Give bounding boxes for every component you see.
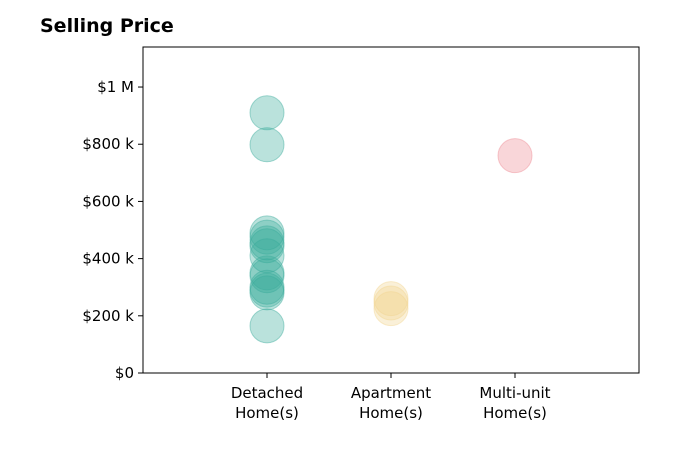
data-point <box>373 285 409 321</box>
data-point <box>249 238 285 274</box>
x-tick-label: Apartment Home(s) <box>351 384 431 422</box>
data-point <box>249 308 285 344</box>
data-point <box>249 272 285 308</box>
data-point <box>249 127 285 163</box>
y-tick-label: $1 M <box>97 78 134 96</box>
chart-title: Selling Price <box>40 15 174 37</box>
data-point <box>249 225 285 261</box>
x-tick-label: Multi-unit Home(s) <box>479 384 550 422</box>
data-point <box>497 138 533 174</box>
data-point <box>249 215 285 251</box>
data-points <box>249 95 533 344</box>
data-point <box>249 95 285 131</box>
data-point <box>249 219 285 255</box>
y-tick-label: $0 <box>115 364 134 382</box>
data-point <box>249 258 285 294</box>
data-point <box>249 275 285 311</box>
x-axis: Detached Home(s) Apartment Home(s) Multi-uni… <box>231 373 551 422</box>
data-point <box>249 269 285 305</box>
y-tick-label: $200 k <box>82 307 134 325</box>
y-tick-label: $800 k <box>82 135 134 153</box>
y-tick-label: $400 k <box>82 250 134 268</box>
x-tick-label: Detached Home(s) <box>231 384 303 422</box>
y-tick-label: $600 k <box>82 192 134 210</box>
data-point <box>373 291 409 327</box>
data-point <box>249 255 285 291</box>
y-axis: $0 $200 k $400 k $600 k $800 k $1 M <box>82 78 143 382</box>
data-point <box>373 281 409 317</box>
data-point <box>249 228 285 264</box>
